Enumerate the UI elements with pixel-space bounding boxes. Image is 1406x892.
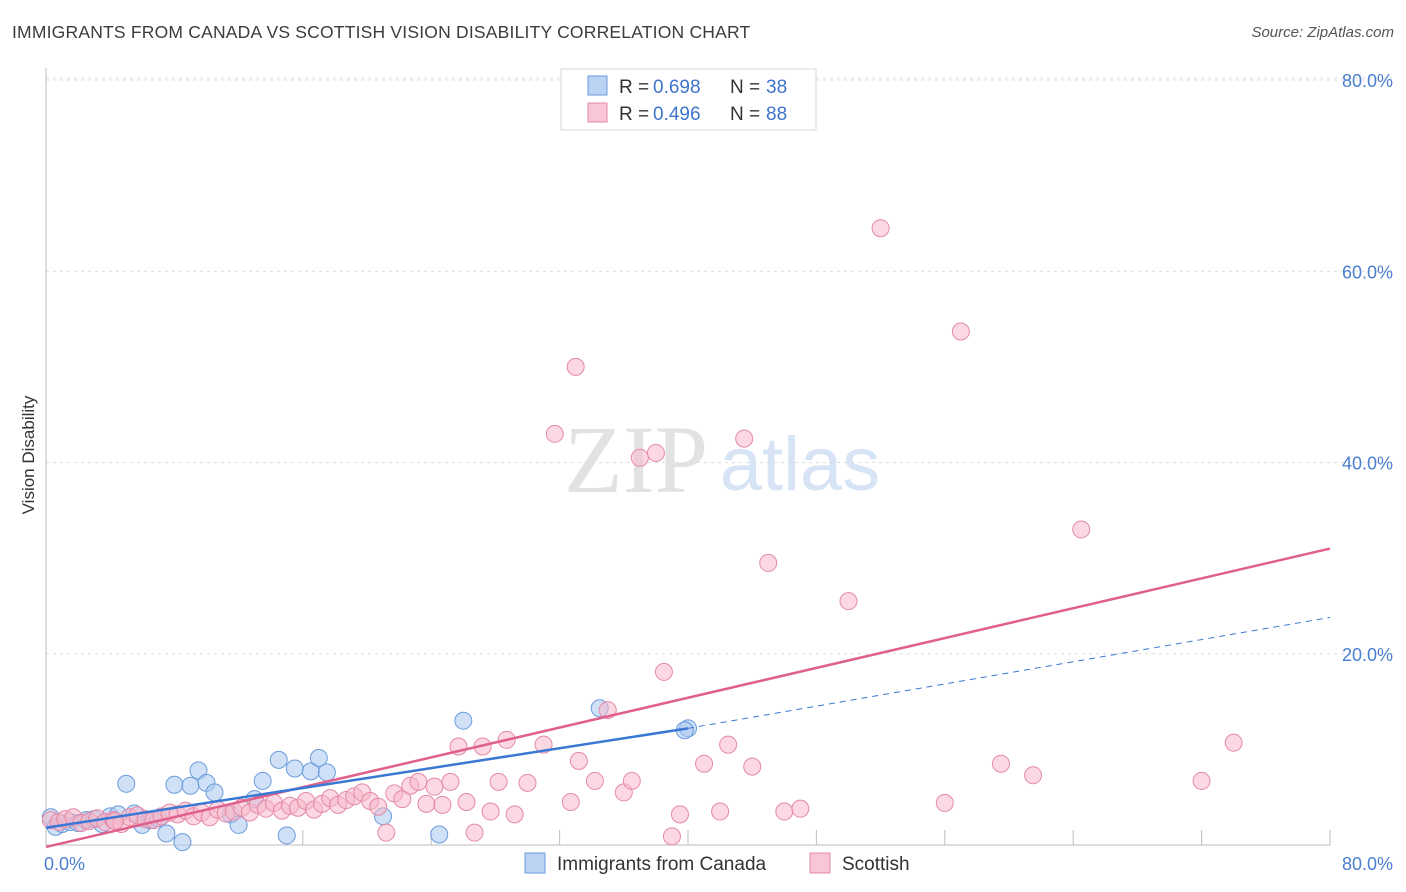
scottish-point-80	[775, 802, 794, 821]
legend-n-label-scottish: N =	[730, 104, 760, 125]
scottish-point-61	[545, 424, 564, 443]
canada-point-25	[253, 771, 272, 790]
trend-lines	[45, 547, 1331, 849]
scottish-point-55	[481, 802, 500, 821]
canada-point-21	[205, 783, 224, 802]
x-tick-label-max: 80.0%	[1342, 854, 1393, 874]
scottish-point-42	[377, 823, 396, 842]
scottish-point-70	[646, 443, 665, 462]
scottish-point-81	[791, 799, 810, 818]
legend-n-value-scottish: 88	[766, 104, 787, 125]
scottish-point-59	[518, 773, 537, 792]
legend-n-label-canada: N =	[730, 77, 760, 98]
scottish-point-73	[670, 805, 689, 824]
legend-r-value-scottish: 0.496	[653, 104, 701, 125]
scottish-point-53	[465, 823, 484, 842]
canada-point-28	[285, 759, 304, 778]
scottish-point-64	[585, 771, 604, 790]
scottish-point-74	[695, 754, 714, 773]
legend-r-value-canada: 0.698	[653, 77, 701, 98]
canada-point-31	[317, 763, 336, 782]
scottish-point-78	[743, 757, 762, 776]
scottish-point-48	[425, 777, 444, 796]
canada-point-34	[454, 711, 473, 730]
scottish-point-71	[654, 662, 673, 681]
scottish-point-63	[569, 751, 588, 770]
canada-point-30	[309, 748, 328, 767]
y-axis-label: Vision Disability	[19, 395, 38, 514]
canada-point-17	[173, 833, 192, 852]
bottom-legend-swatch-scottish	[809, 852, 831, 874]
scottish-point-65	[566, 357, 585, 376]
bottom-legend-scottish: Scottish	[842, 854, 910, 875]
legend-r-label-canada: R =	[619, 77, 649, 98]
canada-point-18	[181, 776, 200, 795]
x-tick-label-min: 0.0%	[44, 854, 85, 874]
axes	[45, 68, 1331, 846]
y-tick-label-0: 20.0%	[1342, 645, 1393, 665]
scottish-point-88	[1072, 520, 1091, 539]
data-points	[41, 219, 1243, 852]
scottish-point-76	[719, 735, 738, 754]
canada-point-33	[430, 825, 449, 844]
scottish-point-49	[433, 795, 452, 814]
canada-point-15	[157, 824, 176, 843]
y-tick-label-1: 40.0%	[1342, 454, 1393, 474]
scottish-point-58	[505, 805, 524, 824]
bottom-legend: Immigrants from Canada Scottish	[524, 852, 910, 875]
canada-point-26	[269, 750, 288, 769]
y-tick-label-2: 60.0%	[1342, 262, 1393, 282]
scottish-point-84	[935, 793, 954, 812]
scottish-point-82	[839, 592, 858, 611]
scottish-point-52	[457, 792, 476, 811]
canada-trend-extension	[687, 616, 1331, 729]
bottom-legend-canada: Immigrants from Canada	[557, 854, 767, 875]
bottom-legend-swatch-canada	[524, 852, 546, 874]
scottish-point-41	[369, 797, 388, 816]
legend-swatch-scottish	[587, 102, 608, 123]
scottish-point-44	[393, 790, 412, 809]
canada-point-16	[165, 775, 184, 794]
legend-box: R = 0.698 N = 38 R = 0.496 N = 88	[560, 68, 817, 131]
grid-lines	[46, 77, 1392, 655]
scottish-point-56	[489, 772, 508, 791]
chart-title: IMMIGRANTS FROM CANADA VS SCOTTISH VISIO…	[12, 22, 751, 42]
scottish-trend-line	[45, 547, 1331, 849]
scottish-point-47	[417, 794, 436, 813]
tick-labels: 20.0% 40.0% 60.0% 80.0% 0.0% 80.0%	[44, 71, 1393, 874]
scottish-point-50	[441, 772, 460, 791]
canada-trend-line	[45, 727, 689, 830]
scottish-point-46	[409, 772, 428, 791]
scottish-point-85	[951, 322, 970, 341]
canada-point-27	[277, 826, 296, 845]
scottish-point-83	[871, 219, 890, 238]
scottish-point-79	[759, 553, 778, 572]
scottish-point-68	[622, 771, 641, 790]
canada-point-10	[117, 774, 136, 793]
y-tick-label-3: 80.0%	[1342, 71, 1393, 91]
scottish-point-89	[1192, 771, 1211, 790]
legend-swatch-canada	[587, 75, 608, 96]
legend-r-label-scottish: R =	[619, 104, 649, 125]
scottish-point-86	[991, 754, 1010, 773]
scottish-point-77	[735, 429, 754, 448]
scottish-point-75	[711, 802, 730, 821]
scottish-point-90	[1224, 733, 1243, 752]
scottish-point-87	[1024, 766, 1043, 785]
legend-n-value-canada: 38	[766, 77, 787, 98]
scottish-point-72	[662, 827, 681, 846]
scottish-point-62	[561, 792, 580, 811]
source-credit: Source: ZipAtlas.com	[1251, 24, 1394, 41]
scottish-point-69	[630, 448, 649, 467]
